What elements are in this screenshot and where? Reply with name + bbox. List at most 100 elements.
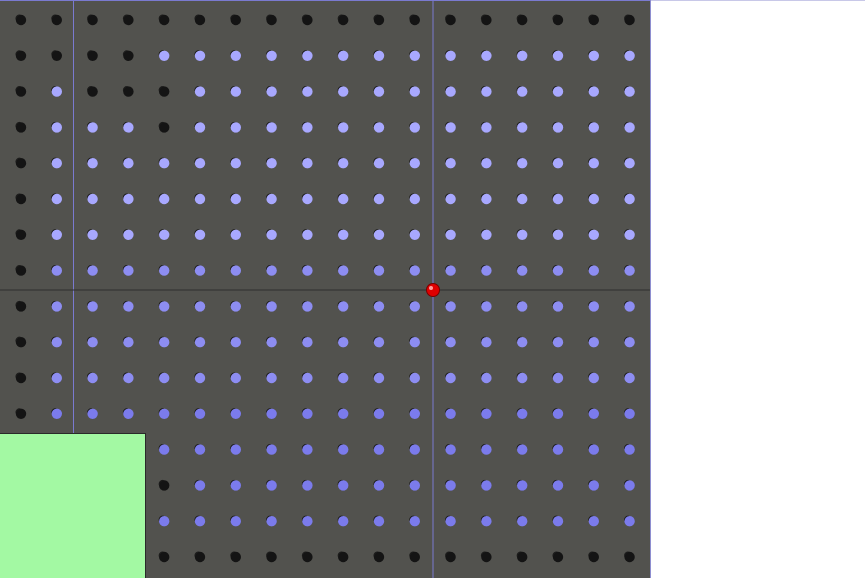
grid-dot-shadow [588, 479, 594, 486]
grid-dot-shadow [51, 86, 57, 92]
grid-dot [194, 337, 206, 348]
grid-dot-shadow [337, 479, 344, 486]
grid-dot-shadow [301, 265, 308, 271]
grid-dot [517, 372, 528, 384]
grid-dot-shadow [337, 265, 344, 271]
grid-dot-shadow [87, 336, 93, 343]
grid-dot [517, 50, 528, 61]
grid-dot-shadow [480, 372, 487, 378]
grid-dot [266, 480, 277, 491]
grid-dot-shadow [588, 121, 594, 128]
grid-dot [230, 86, 241, 97]
grid-dot [159, 265, 170, 276]
grid-dot [624, 50, 635, 61]
grid-dot [445, 372, 456, 384]
grid-dot-shadow [15, 336, 21, 343]
grid-dot [552, 265, 564, 276]
grid-dot-shadow [266, 86, 272, 92]
grid-dot-shadow [516, 193, 523, 199]
grid-dot-shadow [266, 157, 272, 164]
grid-dot-shadow [194, 121, 200, 128]
grid-dot-shadow [588, 193, 594, 199]
grid-dot-shadow [337, 86, 344, 92]
grid-dot-shadow [552, 444, 558, 450]
grid-dot [552, 372, 564, 384]
grid-dot-shadow [409, 121, 415, 128]
grid-dot [588, 372, 599, 384]
grid-dot [481, 122, 492, 133]
grid-dot-shadow [51, 265, 57, 271]
grid-dot-shadow [409, 86, 415, 92]
grid-dot-shadow [480, 50, 487, 56]
grid-dot-shadow [122, 86, 129, 92]
grid-dot [409, 158, 420, 169]
grid-dot [194, 158, 206, 169]
grid-dot-shadow [266, 50, 272, 56]
grid-dot-shadow [337, 121, 344, 128]
grid-dot-shadow [51, 229, 57, 235]
grid-dot [194, 444, 206, 455]
panel-top-rule [651, 0, 865, 1]
grid-dot [588, 516, 599, 527]
grid-dot [266, 265, 277, 276]
grid-dot [230, 265, 241, 276]
grid-dot-shadow [158, 372, 165, 378]
grid-dot [51, 337, 62, 348]
grid-dot-shadow [158, 479, 165, 486]
grid-dot-shadow [301, 157, 308, 164]
grid-dot [373, 444, 385, 455]
grid-dot-shadow [230, 14, 236, 20]
grid-dot [123, 14, 134, 26]
grid-dot-shadow [445, 50, 451, 56]
grid-dot-shadow [624, 86, 630, 92]
grid-dot-shadow [373, 551, 379, 557]
grid-dot-shadow [158, 336, 165, 343]
grid-dot-shadow [552, 515, 558, 522]
grid-dot [517, 444, 528, 455]
grid-dot [123, 372, 134, 384]
grid-dot-shadow [445, 408, 451, 414]
corner-color-swatch[interactable] [0, 433, 146, 578]
grid-dot-shadow [480, 193, 487, 199]
grid-dot-shadow [194, 50, 200, 56]
grid-dot-shadow [15, 265, 21, 271]
grid-dot [373, 551, 385, 563]
grid-dot-shadow [373, 408, 379, 414]
dot-grid-canvas[interactable] [0, 0, 651, 578]
grid-dot-shadow [409, 229, 415, 235]
grid-dot [194, 86, 206, 97]
grid-dot [373, 480, 385, 491]
grid-dot-shadow [230, 372, 236, 378]
grid-dot-shadow [409, 515, 415, 522]
grid-dot-shadow [87, 121, 93, 128]
grid-dot [194, 372, 206, 384]
grid-dot [624, 158, 635, 169]
grid-dot-shadow [230, 121, 236, 128]
grid-dot-shadow [516, 157, 523, 164]
grid-dot-shadow [301, 193, 308, 199]
grid-dot-shadow [516, 86, 523, 92]
grid-dot [517, 229, 528, 240]
grid-dot-shadow [301, 86, 308, 92]
grid-dot-shadow [516, 372, 523, 378]
grid-dot-shadow [51, 50, 57, 56]
grid-dot-shadow [409, 265, 415, 271]
grid-dot [15, 50, 27, 61]
grid-dot-shadow [301, 479, 308, 486]
grid-dot-shadow [445, 551, 451, 557]
grid-dot-shadow [516, 50, 523, 56]
grid-dot-shadow [624, 479, 630, 486]
grid-dot-shadow [194, 86, 200, 92]
grid-dot-shadow [230, 157, 236, 164]
grid-dot [302, 14, 313, 26]
grid-dot-shadow [373, 300, 379, 307]
grid-dot-shadow [516, 14, 523, 20]
grid-dot [445, 86, 456, 97]
grid-dot-shadow [552, 336, 558, 343]
grid-dot-shadow [624, 515, 630, 522]
grid-dot [51, 408, 62, 419]
grid-dot-shadow [194, 157, 200, 164]
grid-dot [123, 158, 134, 169]
grid-dot-shadow [552, 229, 558, 235]
grid-dot-shadow [122, 336, 129, 343]
